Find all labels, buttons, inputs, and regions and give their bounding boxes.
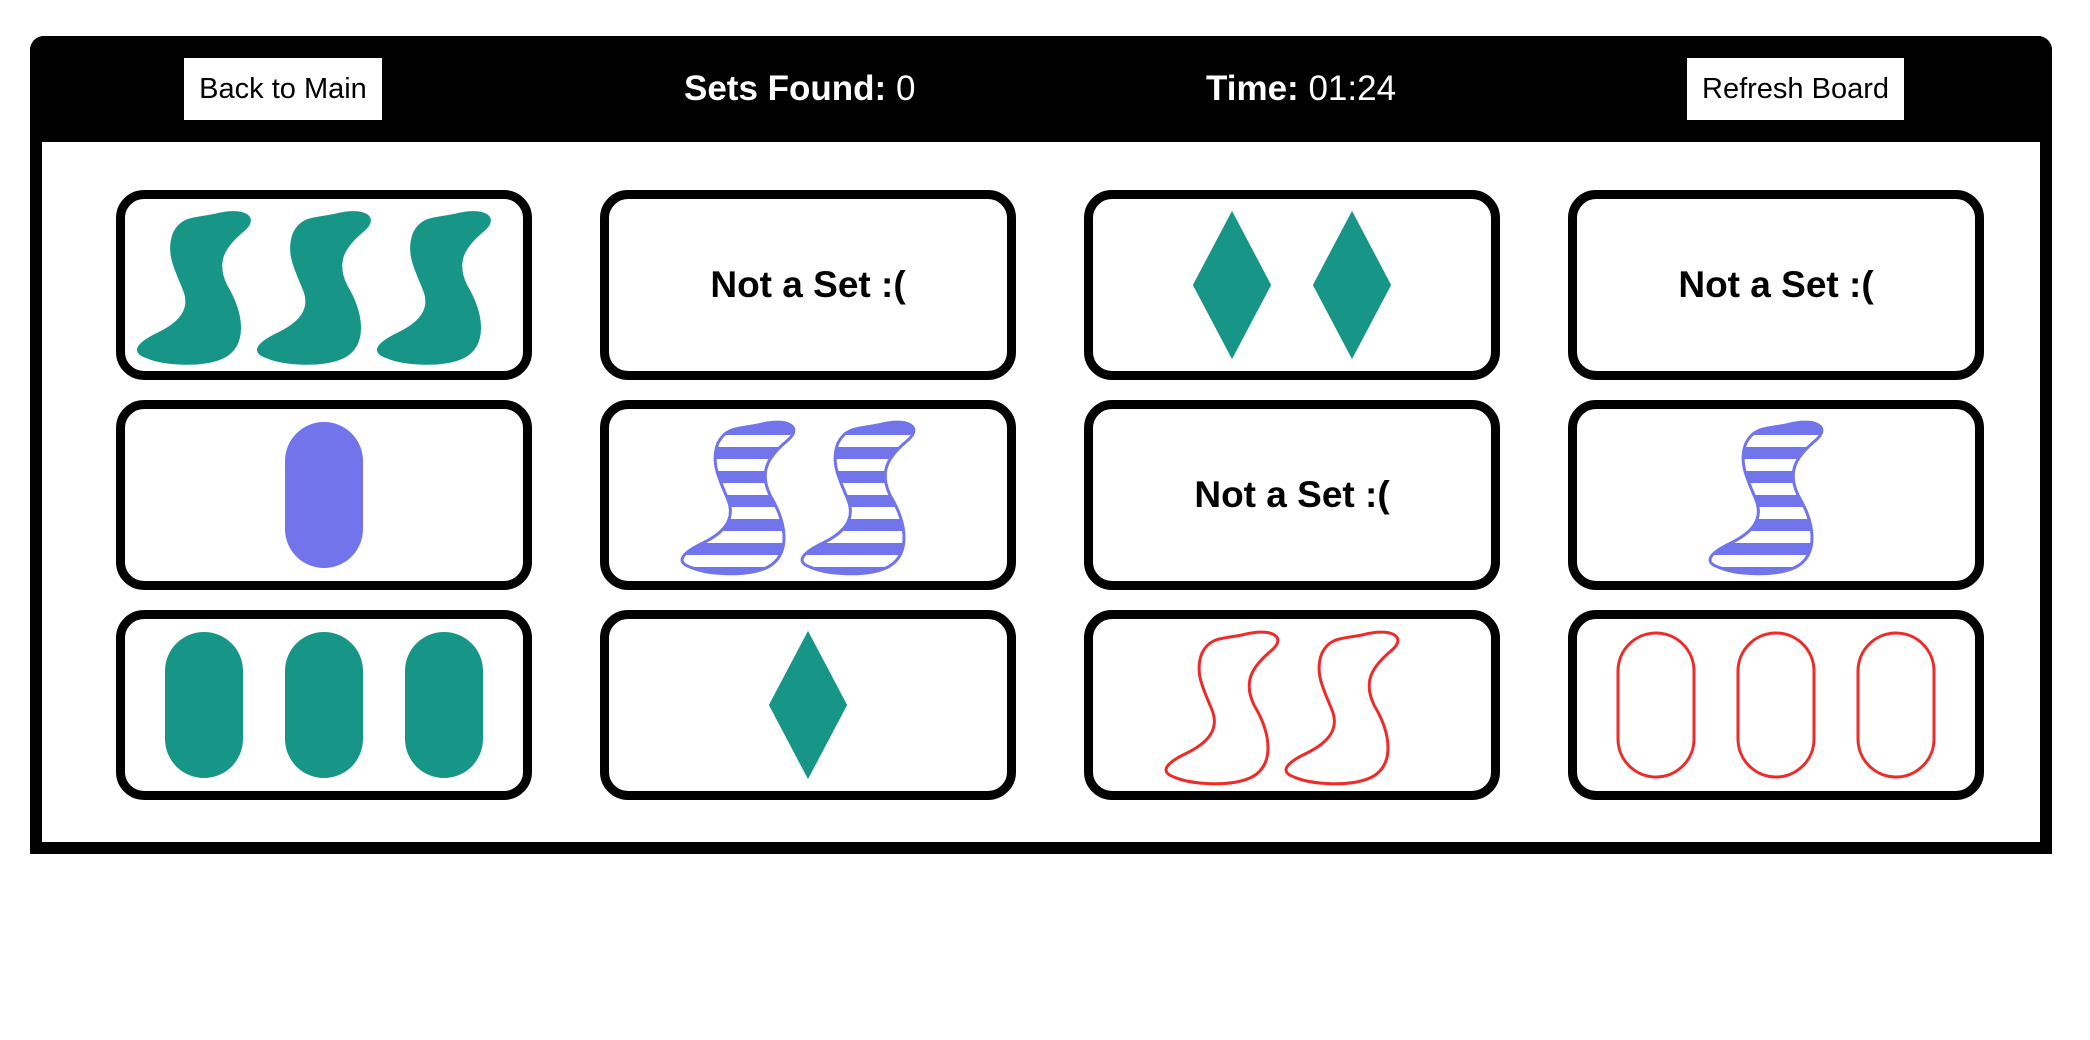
card-2-purple-striped-squiggle[interactable] [600,400,1016,590]
squiggle-icon [257,211,371,365]
oval-icon [1736,631,1816,779]
squiggle-icons [1708,420,1824,576]
card-1-purple-solid-oval[interactable] [116,400,532,590]
diamond-icon [1312,210,1392,360]
oval-icon [165,632,243,778]
card-3-red-outline-oval[interactable] [1568,610,1984,800]
oval-icons [165,632,483,778]
top-bar: Back to Main Sets Found: 0 Time: 01:24 R… [30,36,2052,142]
card-not-a-set[interactable]: Not a Set :( [1568,190,1984,380]
squiggle-icon [1708,420,1824,576]
card-not-a-set[interactable]: Not a Set :( [600,190,1016,380]
oval-icon [405,632,483,778]
back-to-main-button[interactable]: Back to Main [184,58,382,120]
oval-icons [285,422,363,568]
card-3-teal-solid-squiggle[interactable] [116,190,532,380]
squiggle-icon [680,420,796,576]
sets-found-counter: Sets Found: 0 [684,64,915,114]
squiggle-icons [680,420,916,576]
card-not-a-set[interactable]: Not a Set :( [1084,400,1500,590]
oval-icon [285,632,363,778]
timer: Time: 01:24 [1206,64,1396,114]
squiggle-icon [137,211,251,365]
sets-found-value: 0 [895,69,916,108]
not-a-set-message: Not a Set :( [1194,474,1390,515]
card-1-purple-striped-squiggle[interactable] [1568,400,1984,590]
not-a-set-message: Not a Set :( [710,264,906,305]
squiggle-icons [137,211,491,365]
time-label: Time: [1206,69,1299,108]
card-1-teal-solid-diamond[interactable] [600,610,1016,800]
oval-icon [285,422,363,568]
squiggle-icons [1164,630,1400,786]
sets-found-label: Sets Found: [684,69,887,108]
diamond-icons [1192,210,1392,360]
diamond-icon [768,630,848,780]
squiggle-icon [800,420,916,576]
game-board: Back to Main Sets Found: 0 Time: 01:24 R… [30,36,2052,854]
card-3-teal-solid-oval[interactable] [116,610,532,800]
refresh-board-button[interactable]: Refresh Board [1687,58,1904,120]
oval-icons [1616,631,1936,779]
oval-icon [1856,631,1936,779]
time-value: 01:24 [1308,69,1397,108]
squiggle-icon [1164,630,1280,786]
not-a-set-message: Not a Set :( [1678,264,1874,305]
diamond-icon [1192,210,1272,360]
diamond-icons [768,630,848,780]
oval-icon [1616,631,1696,779]
squiggle-icon [1284,630,1400,786]
squiggle-icon [377,211,491,365]
card-2-red-outline-squiggle[interactable] [1084,610,1500,800]
card-2-teal-solid-diamond[interactable] [1084,190,1500,380]
